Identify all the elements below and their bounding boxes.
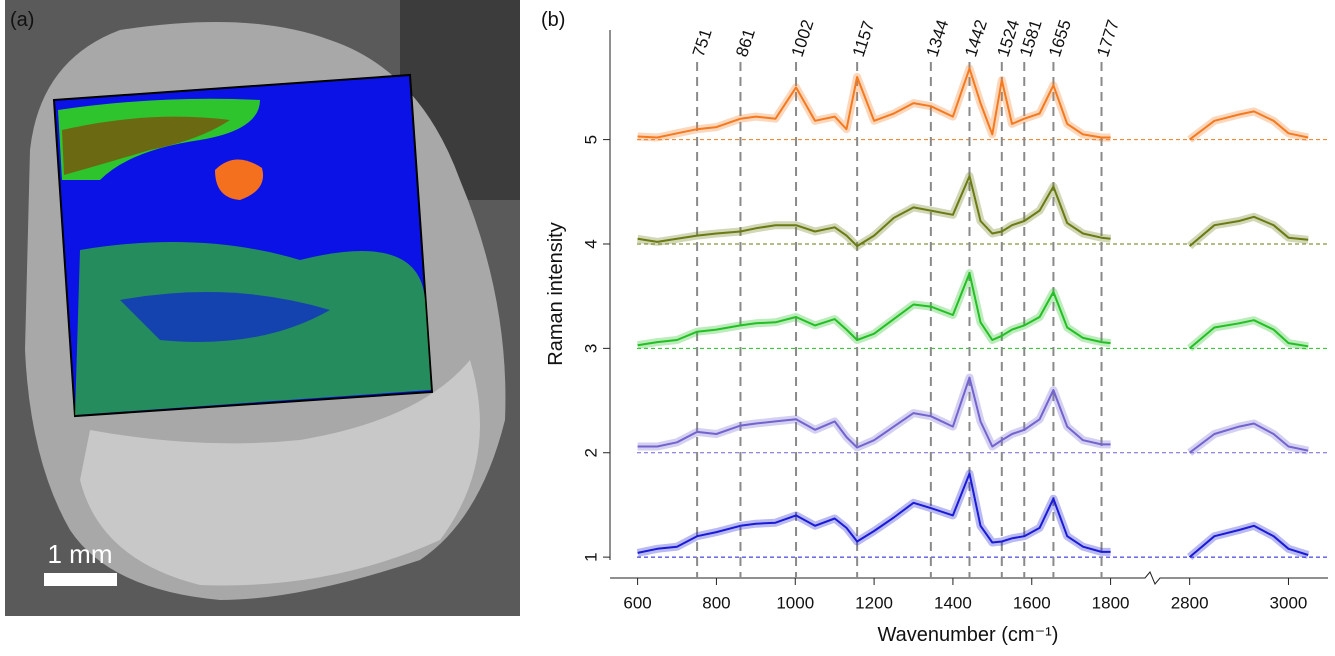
y-tick-label: 5 [581,135,600,144]
spectrum-line [637,67,1309,141]
peak-label: 751 [689,26,716,59]
peak-label: 1442 [961,17,991,59]
spectrum-line [637,272,1309,350]
y-tick-label: 4 [581,239,600,248]
spectrum-line [637,175,1309,248]
sample-highlight [80,360,480,586]
x-tick-label: 1200 [855,593,893,612]
x-tick-label: 1800 [1092,593,1130,612]
cluster-olive [62,116,230,175]
cluster-orange [215,159,264,200]
y-axis-title: Raman intensity [545,222,567,365]
scale-bar [44,573,117,586]
x-tick-label: 600 [623,593,651,612]
y-tick-label: 2 [581,448,600,457]
y-tick-label: 1 [581,552,600,561]
y-tick-label: 3 [581,344,600,353]
spectra-chart: (b) Wavenumber (cm⁻¹) Raman intensity 12… [541,9,1328,646]
spectrum-line [637,376,1309,454]
x-tick-label: 2800 [1171,593,1209,612]
x-tick-label: 3000 [1270,593,1308,612]
peak-label: 1157 [849,19,878,60]
peak-label: 1344 [923,17,953,59]
x-tick-label: 1000 [776,593,814,612]
scale-bar-label: 1 mm [48,539,113,569]
x-tick-label: 1600 [1013,593,1051,612]
peak-label: 861 [732,26,759,59]
peak-label: 1655 [1045,17,1075,59]
photo-panel: 1 mm (a) [5,0,520,616]
x-tick-label: 1400 [934,593,972,612]
peak-label: 1777 [1093,17,1123,59]
panel-label: (b) [541,9,565,31]
x-tick-label: 800 [702,593,730,612]
x-axis [610,571,1328,585]
cluster-blue-patch [120,292,330,342]
peak-label: 1002 [788,17,818,59]
x-axis-title: Wavenumber (cm⁻¹) [878,624,1059,646]
panel-label: (a) [10,9,34,31]
spectrum-line [637,472,1309,558]
